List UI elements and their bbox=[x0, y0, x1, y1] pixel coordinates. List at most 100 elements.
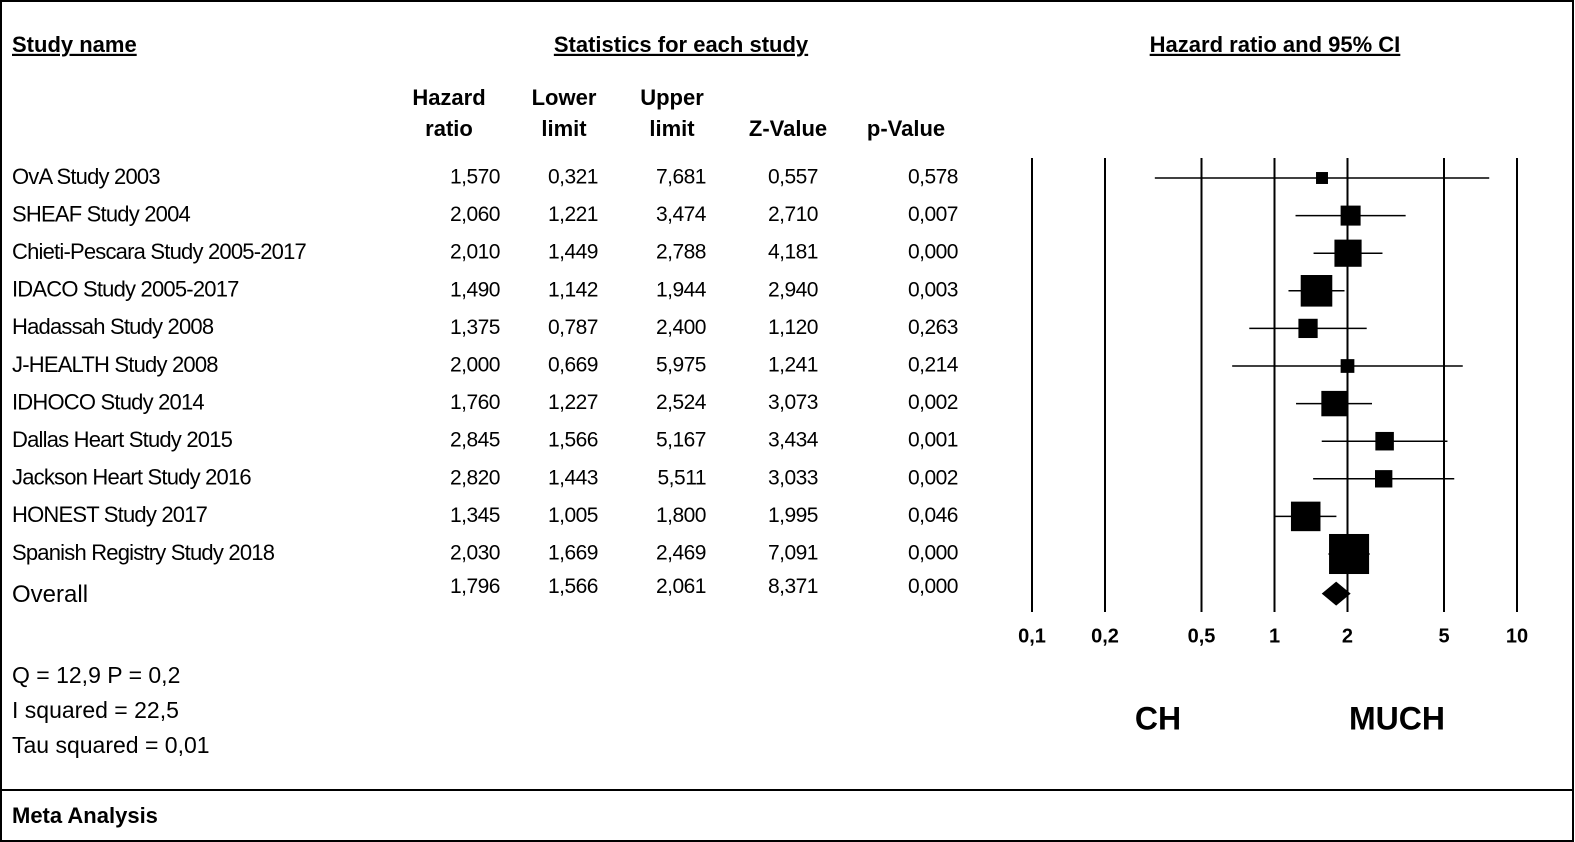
cell-value: 1,995 bbox=[768, 504, 818, 527]
cell-value: 2,524 bbox=[656, 391, 707, 414]
cell-value: 1,120 bbox=[768, 316, 818, 339]
effect-square bbox=[1316, 172, 1328, 184]
cell-value: 2,030 bbox=[450, 542, 500, 565]
cell-value: 1,566 bbox=[548, 575, 598, 598]
column-header: Lower limit bbox=[531, 85, 597, 141]
column-header: Z-Value bbox=[748, 116, 828, 141]
effect-square bbox=[1340, 205, 1361, 226]
right-label: MUCH bbox=[1349, 700, 1445, 736]
cell-value: 1,669 bbox=[548, 542, 598, 565]
overall-diamond bbox=[1321, 581, 1351, 606]
cell-value: 0,214 bbox=[908, 354, 959, 377]
cell-value: 1,241 bbox=[768, 354, 818, 377]
effect-square bbox=[1340, 359, 1355, 373]
column-header: p-Value bbox=[866, 116, 946, 141]
cell-value: 4,181 bbox=[768, 241, 818, 264]
study-name: SHEAF Study 2004 bbox=[12, 201, 191, 226]
cell-value: 5,511 bbox=[658, 466, 707, 489]
cell-value: 0,046 bbox=[908, 504, 958, 527]
study-name: IDHOCO Study 2014 bbox=[12, 389, 204, 414]
cell-value: 3,073 bbox=[768, 391, 818, 414]
effect-square bbox=[1334, 239, 1362, 267]
cell-value: 2,788 bbox=[656, 241, 706, 264]
cell-value: 2,845 bbox=[450, 429, 500, 452]
cell-value: 1,375 bbox=[450, 316, 500, 339]
cell-value: 0,003 bbox=[908, 278, 958, 301]
x-tick-label: 0,1 bbox=[1018, 625, 1046, 647]
study-name: IDACO Study 2005-2017 bbox=[12, 277, 239, 302]
cell-value: 2,940 bbox=[768, 278, 818, 301]
cell-value: 2,820 bbox=[450, 466, 500, 489]
cell-value: 2,060 bbox=[450, 203, 500, 226]
column-header: Hazard ratio bbox=[412, 85, 486, 141]
cell-value: 1,345 bbox=[450, 504, 500, 527]
cell-value: 7,091 bbox=[768, 542, 818, 565]
cell-value: 2,710 bbox=[768, 203, 818, 226]
cell-value: 5,975 bbox=[656, 354, 706, 377]
cell-value: 0,787 bbox=[548, 316, 598, 339]
cell-value: 0,000 bbox=[908, 542, 958, 565]
name-header: Study name bbox=[12, 32, 137, 57]
left-label: CH bbox=[1135, 700, 1181, 736]
cell-value: 2,000 bbox=[450, 354, 500, 377]
cell-value: 1,221 bbox=[548, 203, 598, 226]
cell-value: 5,167 bbox=[656, 429, 706, 452]
cell-value: 3,474 bbox=[656, 203, 707, 226]
effect-square bbox=[1300, 275, 1333, 307]
cell-value: 8,371 bbox=[768, 575, 818, 598]
cell-value: 2,400 bbox=[656, 316, 706, 339]
cell-value: 1,800 bbox=[656, 504, 706, 527]
cell-value: 1,490 bbox=[450, 278, 500, 301]
study-name: Jackson Heart Study 2016 bbox=[12, 465, 251, 490]
cell-value: 0,007 bbox=[908, 203, 958, 226]
effect-square bbox=[1290, 501, 1321, 532]
cell-value: 0,321 bbox=[548, 166, 598, 189]
cell-value: 0,669 bbox=[548, 354, 598, 377]
cell-value: 0,002 bbox=[908, 466, 958, 489]
study-name: OvA Study 2003 bbox=[12, 164, 160, 189]
x-tick-label: 5 bbox=[1438, 625, 1449, 647]
cell-value: 0,000 bbox=[908, 241, 958, 264]
study-name: J-HEALTH Study 2008 bbox=[12, 352, 218, 377]
effect-square bbox=[1329, 533, 1370, 575]
cell-value: 3,434 bbox=[768, 429, 819, 452]
cell-value: 2,469 bbox=[656, 542, 706, 565]
cell-value: 0,578 bbox=[908, 166, 958, 189]
cell-value: 3,033 bbox=[768, 466, 818, 489]
stat-line: Tau squared = 0,01 bbox=[12, 732, 210, 758]
study-name: HONEST Study 2017 bbox=[12, 502, 208, 527]
x-tick-label: 1 bbox=[1269, 625, 1280, 647]
cell-value: 0,001 bbox=[908, 429, 958, 452]
cell-value: 2,061 bbox=[656, 575, 706, 598]
cell-value: 1,760 bbox=[450, 391, 500, 414]
effect-square bbox=[1375, 470, 1393, 488]
section-title: Statistics for each study bbox=[554, 32, 809, 57]
effect-square bbox=[1321, 390, 1347, 417]
cell-value: 2,010 bbox=[450, 241, 500, 264]
cell-value: 1,570 bbox=[450, 166, 500, 189]
cell-value: 1,944 bbox=[656, 278, 707, 301]
x-tick-label: 10 bbox=[1506, 625, 1528, 647]
cell-value: 0,263 bbox=[908, 316, 958, 339]
study-name: Dallas Heart Study 2015 bbox=[12, 427, 233, 452]
effect-square bbox=[1298, 318, 1318, 339]
x-tick-label: 0,2 bbox=[1091, 625, 1119, 647]
cell-value: 1,566 bbox=[548, 429, 598, 452]
footer: Meta Analysis bbox=[12, 803, 158, 828]
cell-value: 1,443 bbox=[548, 466, 598, 489]
cell-value: 0,002 bbox=[908, 391, 958, 414]
effect-square bbox=[1375, 431, 1394, 451]
study-name: Chieti-Pescara Study 2005-2017 bbox=[12, 239, 307, 264]
cell-value: 1,005 bbox=[548, 504, 598, 527]
cell-value: 1,796 bbox=[450, 575, 500, 598]
cell-value: 0,557 bbox=[768, 166, 818, 189]
study-name: Spanish Registry Study 2018 bbox=[12, 540, 275, 565]
column-header: Upper limit bbox=[640, 85, 704, 141]
chart-title: Hazard ratio and 95% CI bbox=[1150, 32, 1401, 57]
study-name: Hadassah Study 2008 bbox=[12, 314, 214, 339]
cell-value: 1,227 bbox=[548, 391, 598, 414]
stat-line: Q = 12,9 P = 0,2 bbox=[12, 662, 180, 688]
